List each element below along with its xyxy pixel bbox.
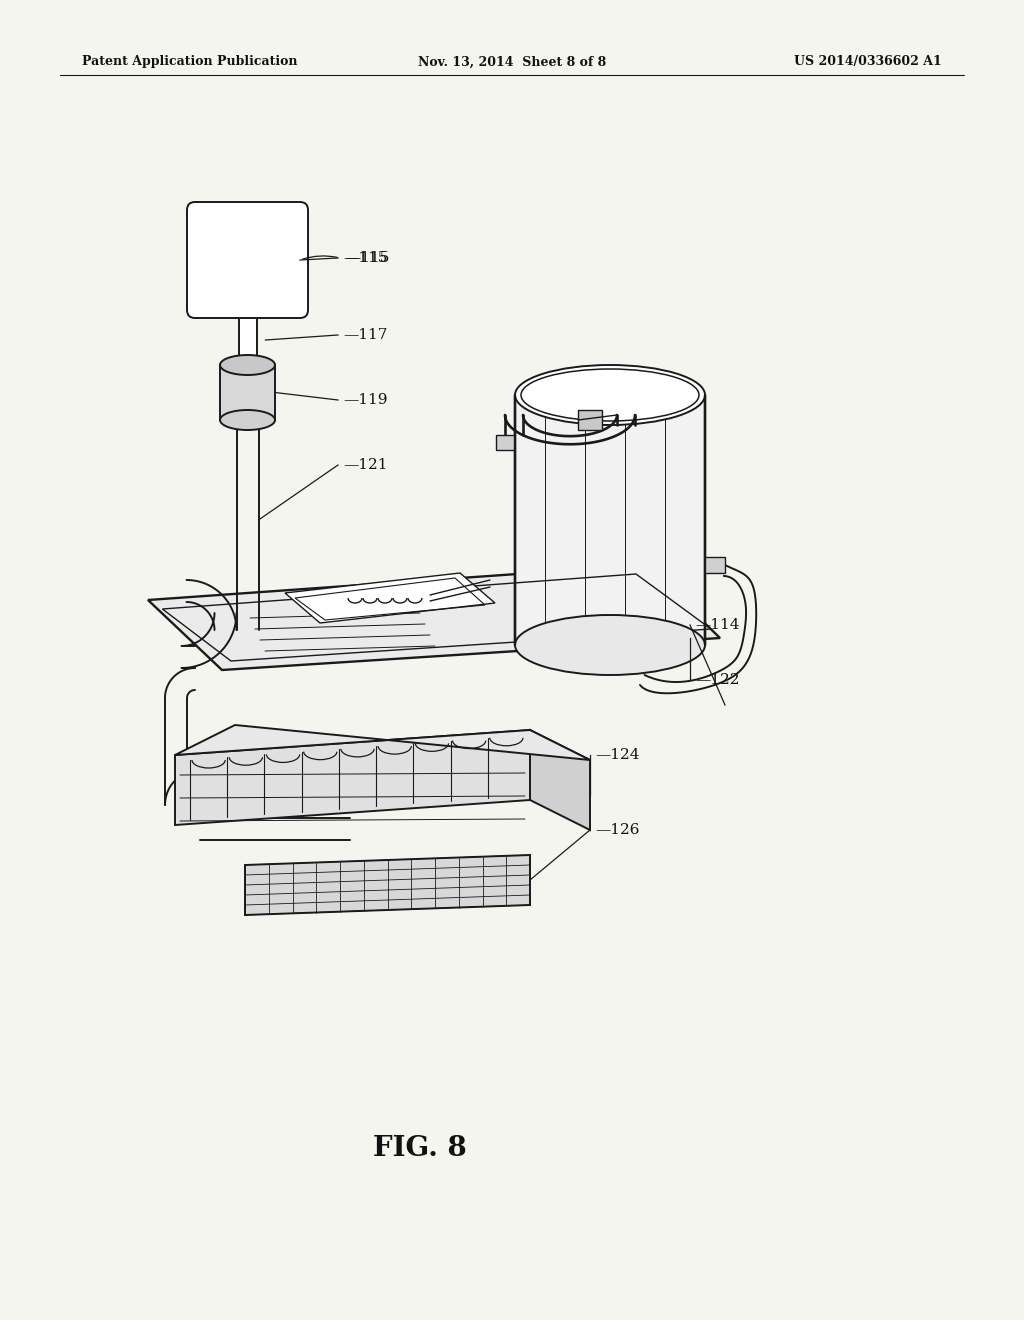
Bar: [496, 436, 514, 450]
Bar: [239, 310, 256, 375]
Polygon shape: [530, 730, 590, 830]
Text: —115: —115: [343, 251, 387, 265]
Text: —119: —119: [343, 393, 387, 407]
Text: —121: —121: [343, 458, 387, 473]
Text: —115: —115: [345, 251, 389, 265]
Ellipse shape: [220, 355, 275, 375]
Bar: [515, 395, 705, 645]
Bar: [220, 366, 275, 420]
Bar: [578, 411, 602, 430]
Polygon shape: [175, 725, 590, 760]
Text: —114: —114: [695, 618, 739, 632]
Text: Patent Application Publication: Patent Application Publication: [82, 55, 298, 69]
Text: —126: —126: [595, 822, 640, 837]
Ellipse shape: [515, 615, 705, 675]
Text: —122: —122: [695, 673, 739, 686]
Ellipse shape: [220, 411, 275, 430]
Polygon shape: [175, 730, 530, 825]
Polygon shape: [285, 573, 495, 623]
Text: —117: —117: [343, 327, 387, 342]
Text: US 2014/0336602 A1: US 2014/0336602 A1: [795, 55, 942, 69]
Polygon shape: [245, 855, 530, 915]
Text: —124: —124: [595, 748, 640, 762]
Bar: [705, 557, 725, 573]
Polygon shape: [148, 565, 720, 671]
FancyBboxPatch shape: [187, 202, 308, 318]
Ellipse shape: [515, 366, 705, 425]
Text: Nov. 13, 2014  Sheet 8 of 8: Nov. 13, 2014 Sheet 8 of 8: [418, 55, 606, 69]
Text: FIG. 8: FIG. 8: [373, 1134, 467, 1162]
